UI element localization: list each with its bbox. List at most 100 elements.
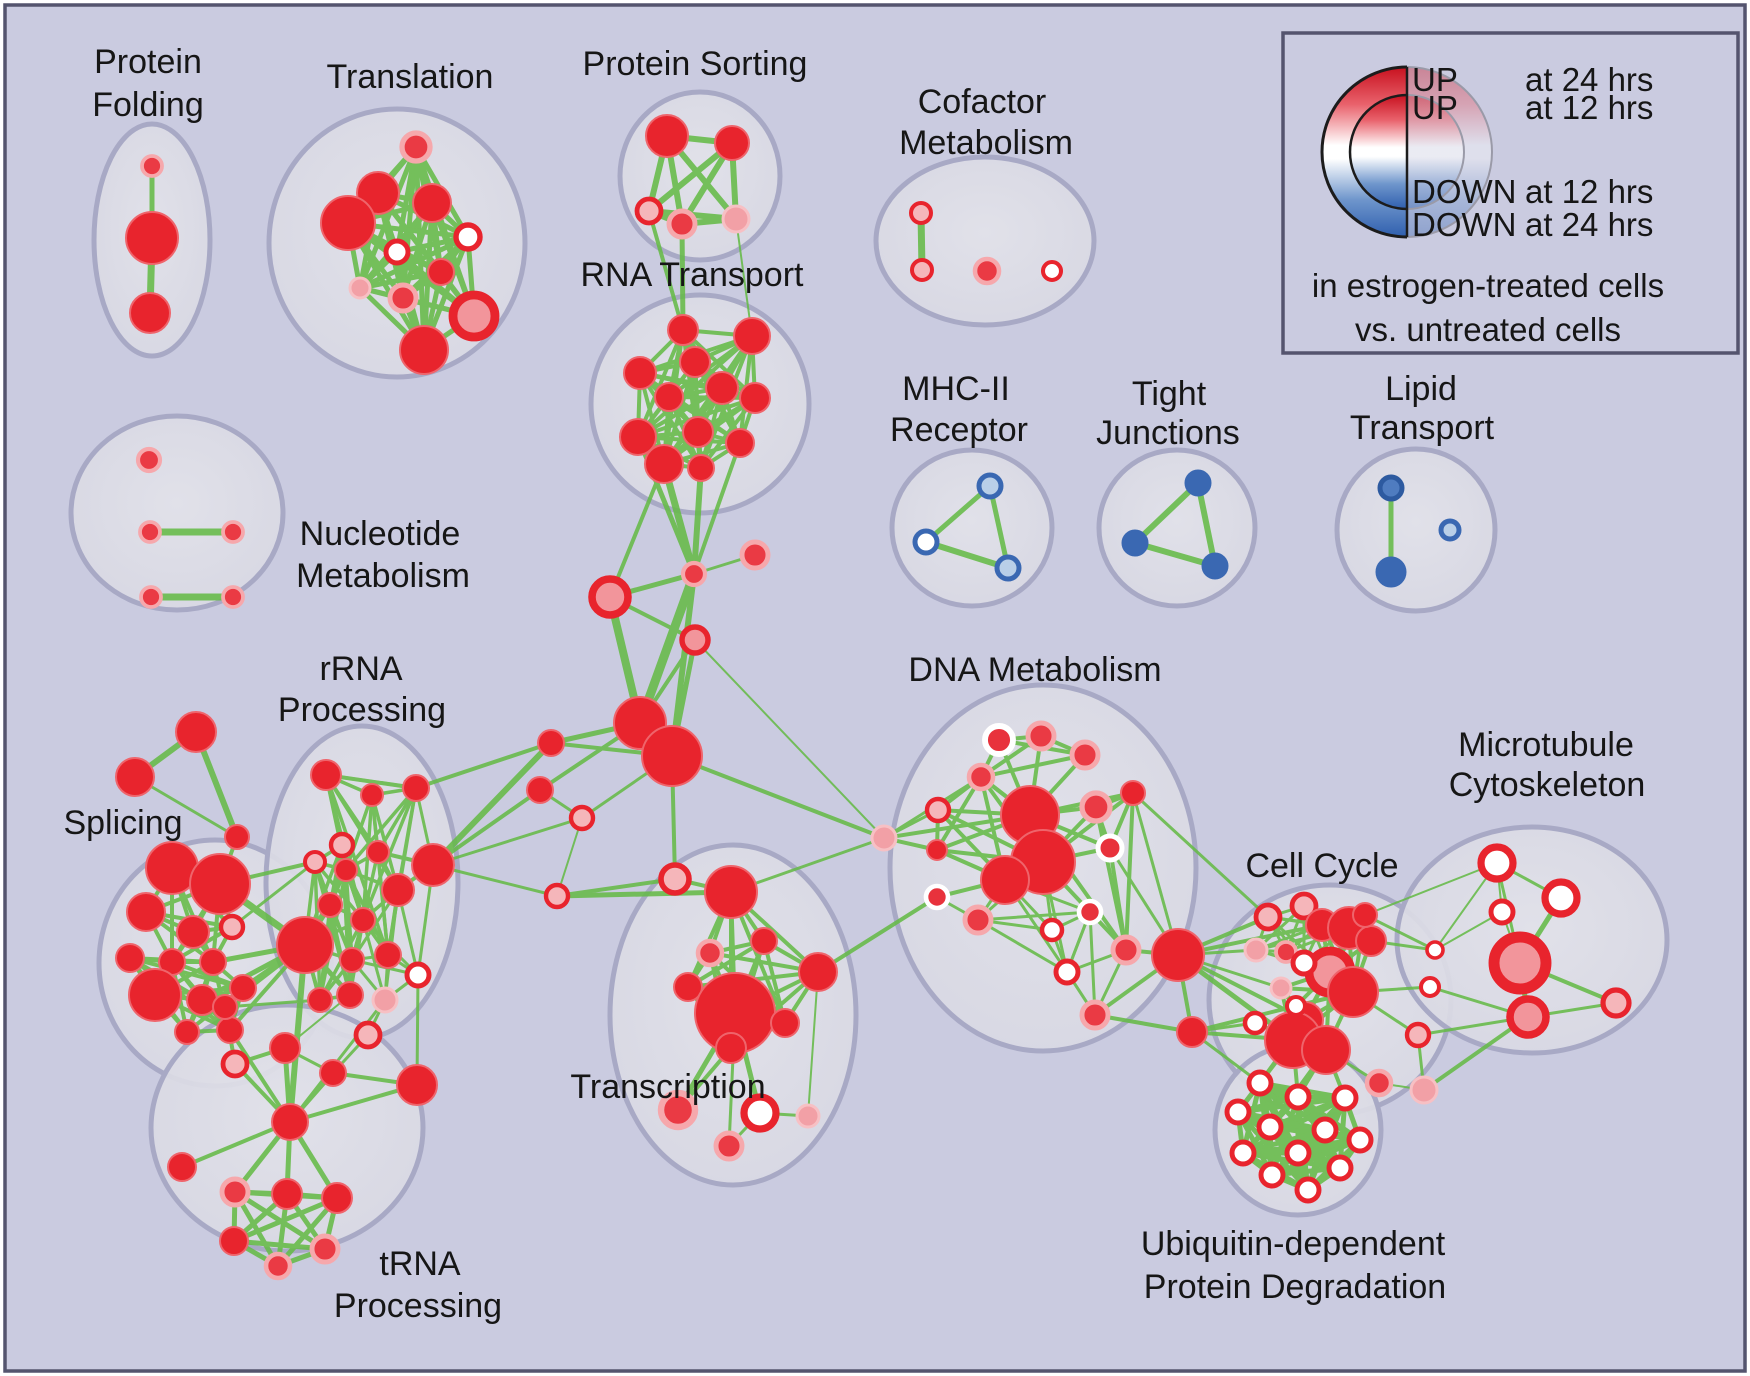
network-edge xyxy=(180,1120,292,1169)
cluster-label-cc: Cell Cycle xyxy=(1245,847,1398,885)
legend-time-label-2: at 12 hrs xyxy=(1525,173,1653,210)
network-edge xyxy=(318,868,348,1002)
network-edge xyxy=(1124,791,1135,952)
cluster-label-tr: Translation xyxy=(327,58,494,96)
network-node-rr15 xyxy=(371,986,399,1014)
network-edge xyxy=(670,754,886,840)
network-edge xyxy=(1363,913,1437,952)
network-node-rt7 xyxy=(739,382,771,414)
network-node-cc19 xyxy=(1418,975,1442,999)
network-edge xyxy=(923,539,1011,571)
network-node-tx0 xyxy=(543,882,571,910)
network-edge xyxy=(638,371,703,470)
network-edge xyxy=(431,816,584,867)
cluster-label-tx: Transcription xyxy=(570,1068,765,1106)
network-edge xyxy=(636,328,685,439)
cluster-labels-layer: Protein Folding Translation Protein Sorting… xyxy=(63,43,1645,1325)
network-node-rr4 xyxy=(328,831,356,859)
legend-outer-ring-left xyxy=(1320,65,1408,239)
network-edge xyxy=(694,639,885,839)
network-node-tx8 xyxy=(798,952,838,992)
cluster-label-tn: tRNA xyxy=(379,1245,461,1283)
legend-caption-line-0: in estrogen-treated cells xyxy=(1312,267,1664,304)
network-node-sp2 xyxy=(189,853,251,915)
network-edge xyxy=(344,786,418,872)
network-node-tj2 xyxy=(1121,529,1149,557)
network-node-tg1 xyxy=(175,711,217,753)
network-edge xyxy=(223,998,322,1009)
network-node-lp3 xyxy=(1438,518,1462,542)
network-edge xyxy=(816,895,939,974)
network-node-tr9 xyxy=(387,282,419,314)
cluster-label-tj: Junctions xyxy=(1096,414,1240,452)
network-edge xyxy=(1195,480,1218,569)
network-node-tr10 xyxy=(448,290,500,342)
network-node-tg3 xyxy=(224,824,250,850)
network-node-ub8 xyxy=(1229,1139,1257,1167)
network-node-cc17 xyxy=(1242,1010,1268,1036)
network-node-mt7 xyxy=(1506,995,1550,1039)
network-edge xyxy=(692,441,742,576)
network-node-tx10 xyxy=(657,1089,699,1131)
network-node-dm15 xyxy=(1039,917,1065,943)
cluster-label-cf: Cofactor xyxy=(918,83,1047,121)
network-node-cc1 xyxy=(1253,902,1283,932)
network-node-cb2 xyxy=(1176,1016,1208,1048)
cluster-ellipse-mh xyxy=(889,447,1055,609)
network-node-tn4 xyxy=(167,1152,197,1182)
network-edge xyxy=(729,836,886,894)
network-edge xyxy=(807,971,819,1117)
network-node-tn8 xyxy=(219,1226,249,1256)
network-node-rx2 xyxy=(353,1020,383,1050)
network-node-tx1 xyxy=(658,862,692,896)
network-node-ub9 xyxy=(1284,1139,1312,1167)
network-node-tx5 xyxy=(673,972,703,1002)
network-node-dm1 xyxy=(982,723,1016,757)
network-node-ub2 xyxy=(1284,1083,1312,1111)
network-edge xyxy=(1132,540,1218,569)
cluster-label-lp: Lipid xyxy=(1385,370,1457,408)
network-node-dm6 xyxy=(926,839,948,861)
legend-glyph-half xyxy=(1350,95,1407,209)
network-node-ub7 xyxy=(1346,1126,1374,1154)
cluster-label-rr: Processing xyxy=(278,691,446,729)
network-node-mt8 xyxy=(1600,987,1632,1019)
network-node-ub12 xyxy=(1294,1176,1322,1204)
network-edge xyxy=(691,465,704,577)
network-node-mh1 xyxy=(976,472,1004,500)
network-node-rt10 xyxy=(725,428,755,458)
legend-time-label-1: at 12 hrs xyxy=(1525,89,1653,126)
network-node-cf3 xyxy=(972,256,1002,286)
network-node-mt3 xyxy=(1488,898,1516,926)
network-node-tn0 xyxy=(212,994,238,1020)
network-node-rt8 xyxy=(682,416,714,448)
network-node-rt6 xyxy=(654,382,684,412)
network-node-nm5 xyxy=(221,585,245,609)
cluster-label-mt: Cytoskeleton xyxy=(1449,766,1646,804)
network-node-ub1 xyxy=(1246,1069,1274,1097)
network-node-sp13 xyxy=(216,1016,244,1044)
network-node-rr7 xyxy=(366,840,390,864)
network-node-nm4 xyxy=(139,585,163,609)
network-node-rr3 xyxy=(402,774,430,802)
network-node-cc5 xyxy=(1355,925,1387,957)
network-edge xyxy=(430,740,554,868)
network-node-cf2 xyxy=(910,258,934,282)
network-node-tn7 xyxy=(321,1182,353,1214)
network-node-pf3 xyxy=(129,292,171,334)
legend-inner-ring-left xyxy=(1348,93,1408,211)
network-node-bl1 xyxy=(411,843,455,887)
network-node-h3 xyxy=(679,624,711,656)
network-edge xyxy=(344,793,374,872)
cluster-label-cf: Metabolism xyxy=(899,124,1073,162)
network-node-rt9 xyxy=(619,418,657,456)
network-node-rx3 xyxy=(396,1064,438,1106)
network-node-sp6 xyxy=(115,943,145,973)
legend-direction-label-1: UP xyxy=(1412,89,1458,126)
network-node-tx13 xyxy=(713,1130,745,1162)
network-edge xyxy=(344,868,352,997)
network-node-ps2 xyxy=(714,125,750,161)
cluster-label-ub: Protein Degradation xyxy=(1144,1268,1446,1306)
legend-time-label-0: at 24 hrs xyxy=(1525,61,1653,98)
